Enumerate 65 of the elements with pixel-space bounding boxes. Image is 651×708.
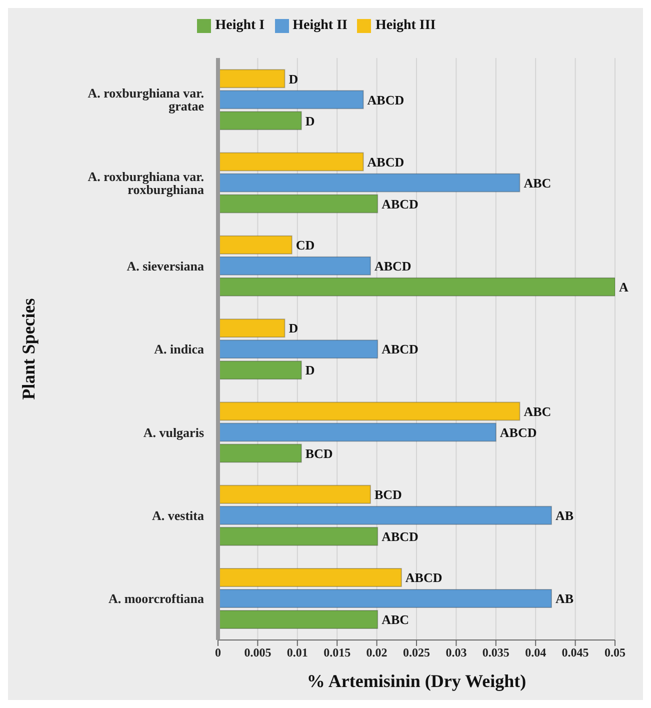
bar — [218, 610, 378, 629]
data-label: ABCD — [367, 92, 404, 108]
data-label: AB — [555, 591, 574, 606]
x-tick-label: 0.035 — [482, 646, 510, 660]
bar — [218, 444, 302, 463]
bar — [218, 526, 378, 546]
bar — [218, 152, 364, 172]
x-tick-label: 0.025 — [403, 646, 430, 660]
data-label: ABC — [382, 612, 410, 628]
bar — [218, 484, 371, 504]
data-label: ABCD — [367, 154, 404, 170]
bar — [218, 506, 552, 525]
bar — [218, 256, 371, 276]
bar — [218, 194, 378, 214]
data-label: BCD — [374, 486, 402, 502]
data-label: D — [288, 320, 298, 336]
data-label: ABC — [524, 175, 552, 190]
bar — [218, 111, 302, 130]
y-tick-label: A. roxburghiana var. gratae — [88, 86, 204, 114]
bar — [218, 422, 496, 442]
x-tick-label: 0.02 — [366, 646, 388, 660]
bar — [218, 69, 286, 88]
x-tick-label: 0.01 — [286, 646, 308, 660]
x-tick-label: 0.045 — [562, 646, 589, 660]
x-tick-label: 0.03 — [446, 646, 467, 660]
data-label: CD — [296, 238, 315, 253]
y-tick-label: A. moorcroftiana — [108, 591, 204, 606]
bar — [218, 235, 292, 254]
y-tick-label: A. indica — [154, 342, 204, 357]
legend-label: Height II — [292, 18, 348, 33]
data-label: BCD — [305, 446, 333, 461]
data-label: ABCD — [382, 196, 418, 212]
bar — [218, 588, 552, 608]
bar — [218, 318, 286, 338]
data-label: D — [305, 113, 315, 128]
x-tick-label: 0.04 — [525, 646, 546, 660]
data-label: ABCD — [405, 570, 442, 586]
data-label: ABCD — [374, 258, 412, 274]
y-tick-label: A. sieversiana — [126, 258, 204, 274]
y-tick-label: A. roxburghiana var. roxburghiana — [88, 168, 204, 197]
y-axis-title: Plant Species — [18, 298, 38, 400]
bar — [218, 568, 402, 587]
x-tick-label: 0.05 — [604, 646, 626, 660]
y-tick-label: A. vestita — [152, 508, 204, 523]
legend-label: Height I — [215, 18, 265, 33]
bar — [218, 90, 364, 110]
data-label: D — [288, 71, 298, 86]
data-label: ABCD — [382, 528, 418, 544]
bar — [218, 173, 520, 192]
bar — [218, 402, 520, 421]
bar — [218, 340, 378, 359]
data-label: A — [619, 280, 629, 295]
data-label: D — [305, 362, 315, 378]
x-tick-label: 0.015 — [324, 646, 351, 660]
data-label: ABC — [524, 404, 552, 419]
x-tick-label: 0.005 — [244, 646, 272, 660]
data-label: ABCD — [382, 342, 418, 357]
data-label: ABCD — [500, 424, 537, 440]
bar — [218, 277, 615, 296]
data-label: AB — [555, 508, 574, 523]
x-axis-title: % Artemisinin (Dry Weight) — [306, 670, 526, 691]
legend-label: Height III — [375, 18, 436, 33]
bar — [218, 360, 302, 380]
x-tick-label: 0 — [215, 646, 221, 660]
y-tick-label: A. vulgaris — [143, 424, 204, 440]
